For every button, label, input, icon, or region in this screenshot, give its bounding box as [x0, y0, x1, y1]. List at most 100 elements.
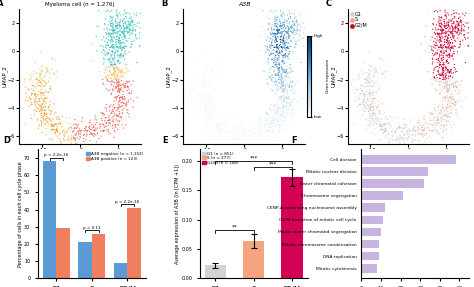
Point [282, 29, 289, 34]
Point [77, 129, 84, 134]
Point [448, 44, 456, 49]
Point [364, 103, 372, 108]
Bar [361, 167, 428, 176]
Point [275, 73, 283, 77]
Point [37, 112, 45, 116]
Point [379, 127, 387, 132]
Point [106, 27, 113, 32]
Point [132, 13, 140, 18]
Point [283, 96, 291, 100]
Point [450, 26, 457, 30]
Point [453, 31, 461, 35]
Point [114, 84, 122, 88]
Text: p < 2.2e-16: p < 2.2e-16 [115, 200, 139, 204]
Point [401, 141, 408, 146]
Point [442, 12, 450, 17]
Point [207, 111, 214, 116]
Point [36, 72, 44, 77]
Point [278, 107, 286, 112]
Point [275, 61, 283, 65]
Point [284, 45, 292, 50]
Point [123, 102, 131, 106]
Point [116, 29, 123, 33]
Point [395, 137, 402, 141]
Point [35, 106, 42, 111]
Point [88, 132, 95, 137]
Point [278, 53, 285, 57]
Point [392, 137, 400, 142]
Point [104, 57, 111, 62]
Point [392, 129, 399, 134]
Point [455, 33, 462, 37]
Point [455, 90, 462, 95]
Point [120, 41, 128, 45]
Point [388, 129, 395, 134]
Point [427, 110, 435, 115]
Point [37, 113, 45, 118]
Point [365, 94, 373, 98]
Point [362, 118, 370, 122]
Point [434, 9, 441, 14]
Point [367, 63, 374, 68]
Point [402, 129, 410, 134]
Point [435, 72, 442, 77]
Point [78, 128, 86, 133]
Point [283, 46, 291, 50]
Point [204, 90, 211, 95]
Point [36, 67, 44, 72]
Point [421, 118, 428, 122]
Point [405, 129, 412, 133]
Point [115, 82, 123, 86]
Point [206, 66, 214, 71]
Point [401, 133, 408, 138]
Point [451, 38, 458, 42]
Point [121, 81, 129, 86]
Point [281, 24, 288, 28]
Point [91, 117, 99, 121]
Point [109, 15, 117, 20]
Point [110, 80, 118, 85]
Point [231, 125, 238, 130]
Point [109, 42, 117, 47]
Point [111, 95, 118, 100]
Point [38, 65, 46, 69]
Point [103, 77, 111, 82]
Point [271, 45, 279, 49]
Point [201, 103, 209, 108]
Point [286, 11, 293, 16]
Point [447, 69, 455, 73]
Point [49, 72, 57, 76]
Point [273, 84, 281, 88]
Point [435, 45, 443, 50]
Point [277, 45, 285, 49]
Point [369, 121, 376, 126]
Point [227, 129, 235, 134]
Point [108, 8, 115, 13]
Point [45, 104, 52, 109]
Point [196, 98, 204, 102]
Point [264, 122, 272, 127]
Point [274, 46, 282, 51]
Point [219, 122, 226, 126]
Point [283, 97, 291, 102]
Point [447, 30, 455, 35]
Point [118, 94, 126, 99]
Point [444, 109, 452, 114]
Point [111, 74, 118, 78]
Point [268, 73, 276, 77]
Point [82, 137, 90, 142]
Point [451, 24, 459, 29]
Point [121, 71, 128, 75]
Point [363, 102, 371, 107]
Point [74, 129, 82, 134]
Point [117, 43, 125, 47]
Point [209, 116, 216, 120]
Point [448, 71, 456, 75]
Point [280, 36, 287, 41]
Point [79, 147, 87, 152]
Point [275, 53, 283, 58]
Point [426, 134, 434, 138]
Point [441, 94, 448, 99]
Point [389, 138, 396, 142]
Point [67, 142, 74, 147]
